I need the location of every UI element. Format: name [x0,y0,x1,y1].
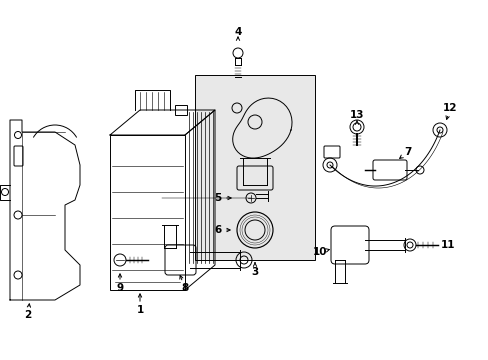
Text: 4: 4 [234,27,241,37]
Text: 3: 3 [251,267,258,277]
Text: 9: 9 [116,283,123,293]
Text: 12: 12 [442,103,456,113]
Text: 11: 11 [440,240,454,250]
Text: 10: 10 [312,247,326,257]
Text: 13: 13 [349,110,364,120]
Text: 1: 1 [136,305,143,315]
Bar [110,135,184,290]
Text: 5: 5 [214,193,221,203]
Text: 7: 7 [404,147,411,157]
Bar [175,105,186,115]
Bar [195,75,314,260]
Text: 2: 2 [24,310,32,320]
Text: 6: 6 [214,225,221,235]
Text: 8: 8 [181,283,188,293]
